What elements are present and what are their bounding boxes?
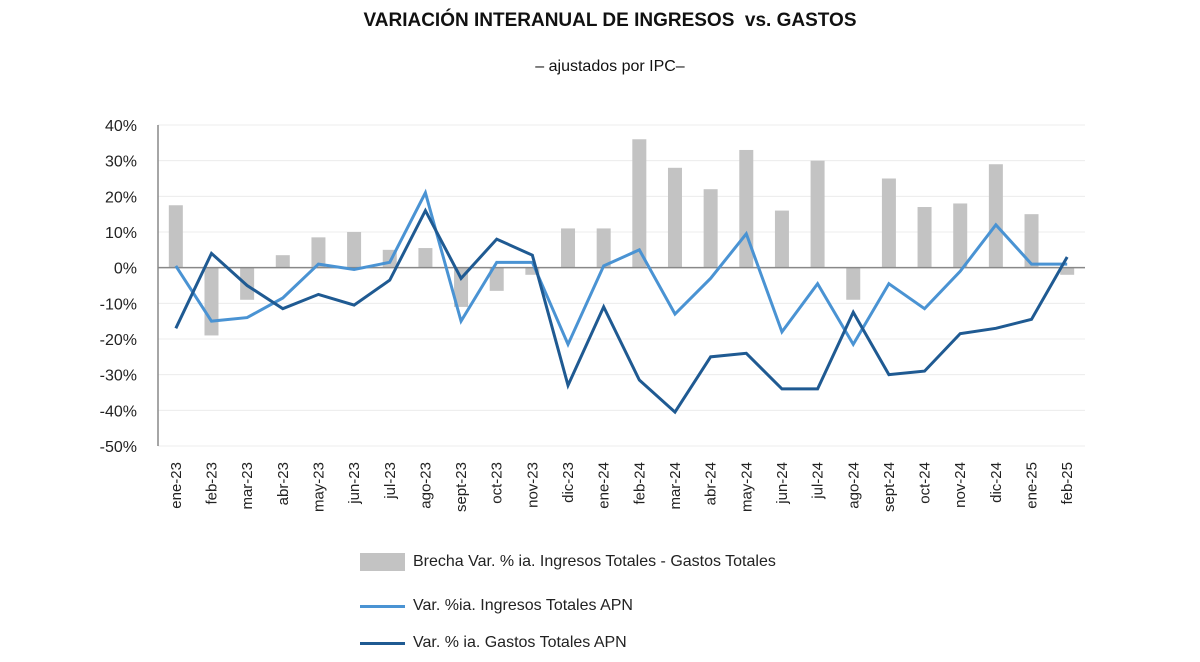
bar (489, 267, 504, 291)
bar (703, 189, 718, 268)
bar (988, 164, 1003, 268)
bar (632, 139, 647, 268)
bar (667, 167, 682, 268)
x-tick-label: sept-23 (453, 462, 470, 512)
y-tick-label: -50% (100, 439, 137, 456)
x-tick-label: ene-23 (168, 462, 185, 509)
bar (311, 237, 326, 268)
y-tick-label: -10% (100, 296, 137, 313)
bar (561, 228, 576, 268)
y-tick-label: -20% (100, 332, 137, 349)
bar (1024, 214, 1039, 268)
legend-label: Brecha Var. % ia. Ingresos Totales - Gas… (413, 553, 776, 570)
legend-label: Var. % ia. Gastos Totales APN (413, 634, 627, 651)
bar (275, 255, 290, 268)
x-tick-label: oct-24 (917, 462, 934, 504)
bar (168, 205, 183, 268)
x-tick-label: feb-24 (631, 462, 648, 505)
bar (846, 267, 861, 300)
y-tick-label: 30% (105, 154, 137, 171)
y-tick-label: 10% (105, 225, 137, 242)
series-line-ingresos (174, 188, 1068, 349)
legend-swatch-line (360, 604, 405, 608)
x-tick-label: nov-23 (524, 462, 541, 508)
x-tick-label: feb-25 (1059, 462, 1076, 505)
x-tick-label: jun-23 (346, 462, 363, 505)
x-tick-label: jul-24 (810, 462, 827, 500)
bar (347, 232, 362, 268)
chart-title: VARIACIÓN INTERANUAL DE INGRESOS vs. GAS… (363, 10, 857, 31)
x-tick-label: ago-24 (845, 462, 862, 509)
bar (418, 248, 433, 268)
x-tick-label: jul-23 (382, 462, 399, 500)
x-tick-label: dic-23 (560, 462, 577, 503)
legend-item-ingresos: Var. %ia. Ingresos Totales APN (360, 597, 633, 615)
legend-swatch-line (360, 641, 405, 645)
bar (596, 228, 611, 268)
plot-area: 40% 30% 20% 10% 0% -10% -20% -30% -40% -50% ene-23… (100, 118, 1085, 512)
y-tick-label: 20% (105, 189, 137, 206)
x-tick-label: ago-23 (417, 462, 434, 509)
x-tick-label: oct-23 (489, 462, 506, 504)
x-tick-label: abr-24 (703, 462, 720, 505)
bar (454, 267, 469, 307)
x-tick-label: ene-24 (596, 462, 613, 509)
chart-subtitle: – ajustados por IPC– (535, 58, 685, 75)
bar (204, 267, 219, 336)
y-tick-label: -30% (100, 368, 137, 385)
x-tick-label: may-23 (310, 462, 327, 512)
bar (1060, 267, 1075, 275)
y-tick-label: 40% (105, 118, 137, 135)
x-tick-label: sept-24 (881, 462, 898, 512)
bar (774, 210, 789, 268)
x-tick-label: mar-24 (667, 462, 684, 510)
bar (953, 203, 968, 268)
x-tick-label: jun-24 (774, 462, 791, 505)
y-tick-label: 0% (114, 261, 137, 278)
x-tick-label: dic-24 (988, 462, 1005, 503)
bar (917, 207, 932, 268)
x-tick-label: feb-23 (203, 462, 220, 505)
bar (881, 178, 896, 268)
legend-item-gastos: Var. % ia. Gastos Totales APN (360, 634, 627, 652)
x-tick-label: abr-23 (275, 462, 292, 505)
bar (810, 160, 825, 268)
series-line-gastos (174, 207, 1069, 415)
x-tick-label: may-24 (738, 462, 755, 512)
legend-swatch-bar (360, 553, 405, 571)
x-tick-label: nov-24 (952, 462, 969, 508)
legend-label: Var. %ia. Ingresos Totales APN (413, 597, 633, 614)
bar (525, 267, 540, 275)
x-tick-label: ene-25 (1024, 462, 1041, 509)
x-tick-label: mar-23 (239, 462, 256, 510)
y-tick-label: -40% (100, 403, 137, 420)
legend-item-brecha: Brecha Var. % ia. Ingresos Totales - Gas… (360, 553, 776, 571)
